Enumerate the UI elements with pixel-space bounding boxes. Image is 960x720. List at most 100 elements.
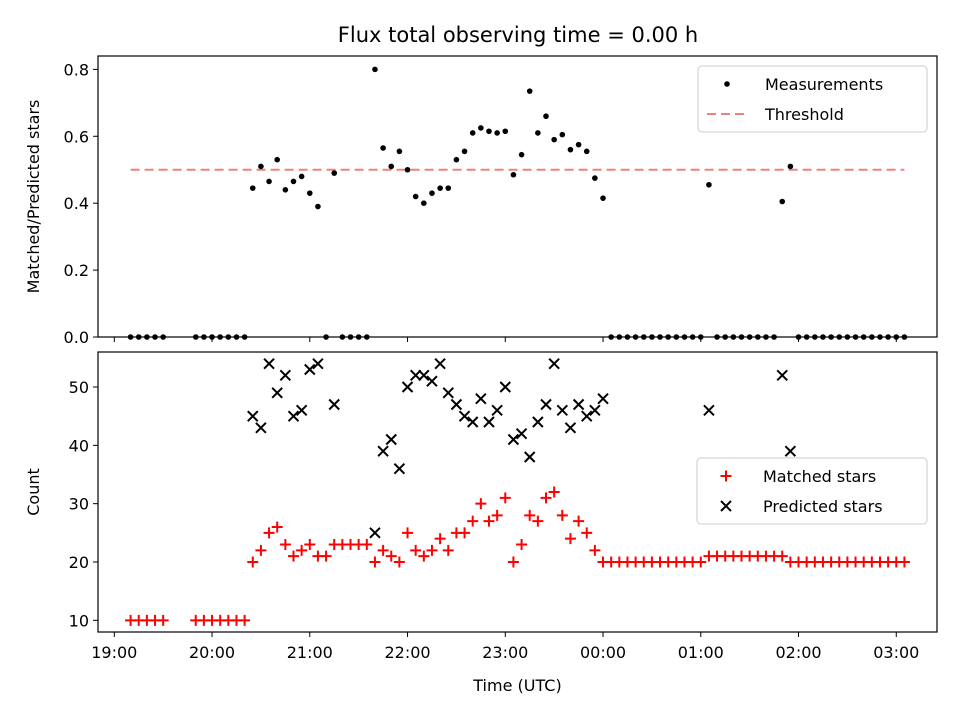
measurement-point <box>738 334 745 340</box>
matched-star-marker <box>426 544 438 556</box>
predicted-star-marker <box>271 387 283 399</box>
predicted-star-marker <box>581 410 593 422</box>
predicted-star-marker <box>784 445 797 457</box>
predicted-star-marker <box>426 375 438 387</box>
predicted-star-marker <box>548 357 560 370</box>
measurement-point <box>298 173 305 180</box>
measurement-point <box>885 334 891 340</box>
measurement-point <box>192 334 199 340</box>
matched-star-marker <box>548 486 560 498</box>
measurement-point <box>771 334 777 340</box>
measurement-point <box>160 334 166 340</box>
matched-star-marker <box>442 544 454 556</box>
matched-star-marker <box>361 539 373 550</box>
measurement-point <box>225 334 232 340</box>
matched-star-marker <box>776 550 788 562</box>
measurement-point <box>461 148 468 155</box>
top-panel: 0.0 0.2 0.4 0.6 0.8 Matched/Predicted stars Me… <box>24 55 938 347</box>
matched-star-marker <box>467 515 479 527</box>
matched-star-marker <box>239 614 251 626</box>
measurement-point <box>453 156 460 163</box>
measurement-point <box>372 66 378 73</box>
predicted-star-marker <box>377 445 389 457</box>
matched-star-marker <box>434 533 446 545</box>
predicted-star-marker <box>572 398 585 411</box>
predicted-star-marker <box>369 527 381 539</box>
predicted-star-marker <box>475 392 487 405</box>
measurement-point <box>754 334 761 340</box>
bottom-panel: 10 20 30 40 50 19:00 20:00 21:00 22:00 23:00 00:00… <box>24 351 938 695</box>
x-tick-label: 23:00 <box>482 643 528 662</box>
predicted-star-marker <box>540 398 552 411</box>
predicted-star-marker <box>458 410 471 422</box>
predicted-star-marker <box>312 357 324 370</box>
measurement-point <box>233 334 240 340</box>
legend-measurements-marker <box>724 81 730 87</box>
measurement-point <box>388 163 395 170</box>
measurement-point <box>266 178 272 185</box>
predicted-star-marker <box>776 369 788 382</box>
measurement-point <box>812 334 818 340</box>
measurement-point <box>730 334 737 340</box>
predicted-star-marker <box>532 416 544 428</box>
measurement-point <box>135 334 142 340</box>
y-tick-label: 0.6 <box>64 127 89 146</box>
matched-star-marker <box>385 550 397 562</box>
x-tick-label: 21:00 <box>287 643 333 662</box>
legend-predicted-marker <box>720 500 732 512</box>
measurement-point <box>306 190 313 196</box>
predicted-star-marker <box>247 410 259 422</box>
matched-star-marker <box>483 515 495 527</box>
y-tick-label: 20 <box>69 553 89 572</box>
measurement-point <box>877 334 883 340</box>
matched-star-marker <box>540 492 552 504</box>
chart-title: Flux total observing time = 0.00 h <box>338 23 698 47</box>
matched-star-marker <box>320 550 332 562</box>
x-tick-label: 02:00 <box>775 643 821 662</box>
measurement-point <box>901 334 908 340</box>
measurement-point <box>624 334 631 340</box>
matched-star-marker <box>524 509 536 521</box>
predicted-star-marker <box>255 422 267 434</box>
matched-star-marker <box>369 556 381 568</box>
legend-box <box>697 65 928 133</box>
predicted-star-marker <box>263 357 275 370</box>
measurement-point <box>258 163 264 170</box>
y-tick-label: 0.8 <box>64 60 89 79</box>
measurement-point <box>347 334 354 340</box>
matched-star-marker <box>393 556 405 568</box>
predicted-star-marker <box>466 416 479 428</box>
y-axis-label: Matched/Predicted stars <box>24 100 43 294</box>
predicted-star-marker <box>418 369 430 382</box>
matched-star-marker <box>499 492 511 504</box>
measurement-point <box>559 131 566 138</box>
measurement-point <box>722 334 729 340</box>
measurement-point <box>412 193 419 200</box>
predicted-star-marker <box>564 422 577 434</box>
y-tick-label: 0.0 <box>64 328 89 347</box>
matched-star-marker <box>271 521 283 533</box>
x-tick-label: 20:00 <box>189 643 235 662</box>
measurement-point <box>616 334 623 340</box>
measurement-point <box>567 146 574 153</box>
matched-star-marker <box>418 550 430 562</box>
measurement-point <box>518 151 525 158</box>
measurement-point <box>600 195 606 201</box>
x-tick-label: 03:00 <box>873 643 919 662</box>
predicted-star-marker <box>450 398 463 411</box>
predicted-star-marker <box>483 416 495 428</box>
legend-measurements-label: Measurements <box>765 75 883 94</box>
matched-star-marker <box>507 556 519 568</box>
measurement-point <box>396 148 403 155</box>
measurement-point <box>689 334 696 340</box>
measurement-point <box>649 334 655 340</box>
predicted-star-marker <box>597 392 609 405</box>
legend-threshold-label: Threshold <box>764 105 844 124</box>
matched-star-marker <box>516 539 528 550</box>
measurement-point <box>249 185 256 191</box>
measurement-point <box>510 171 517 178</box>
x-tick-label: 01:00 <box>678 643 724 662</box>
measurement-point <box>445 185 452 191</box>
measurement-point <box>323 334 329 340</box>
